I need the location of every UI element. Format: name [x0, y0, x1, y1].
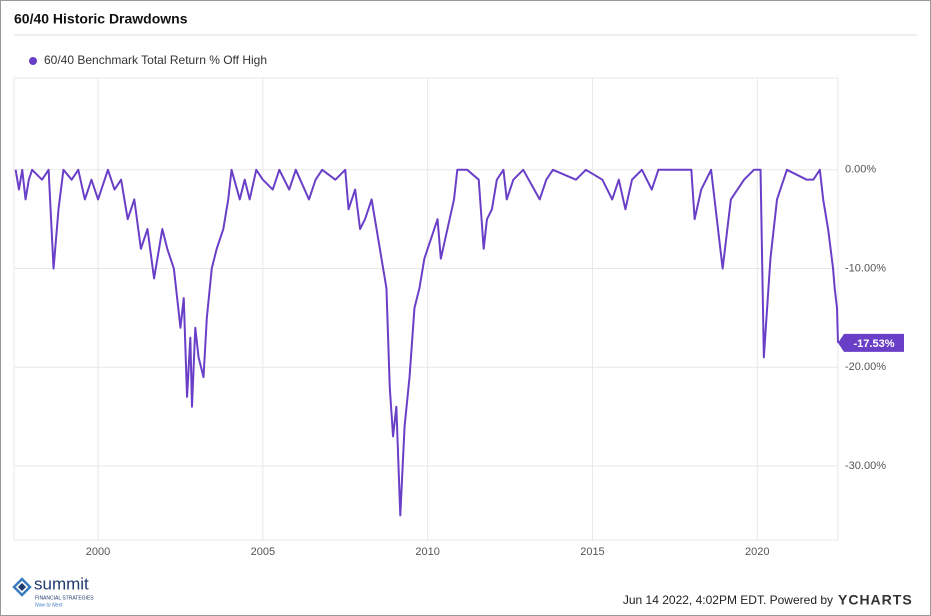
x-tick-label: 2015 — [580, 546, 604, 558]
summit-logo: summit FINANCIAL STRATEGIES Now to Next — [12, 574, 94, 608]
value-label: -17.53% — [854, 338, 895, 350]
x-tick-label: 2010 — [415, 546, 439, 558]
footer-brand: YCHARTS — [838, 592, 913, 608]
legend-marker — [29, 57, 37, 65]
logo-tagline: FINANCIAL STRATEGIES — [35, 595, 94, 601]
logo-icon-inner — [18, 583, 26, 591]
chart-title: 60/40 Historic Drawdowns — [14, 11, 188, 27]
legend-label: 60/40 Benchmark Total Return % Off High — [44, 53, 267, 67]
y-tick-label: -30.00% — [845, 460, 886, 472]
value-badge — [838, 333, 904, 352]
y-tick-label: -10.00% — [845, 262, 886, 274]
y-tick-label: -20.00% — [845, 361, 886, 373]
x-tick-label: 2000 — [86, 546, 110, 558]
logo-motto: Now to Next — [35, 602, 63, 608]
logo-icon — [12, 577, 32, 597]
footer-timestamp: Jun 14 2022, 4:02PM EDT. Powered by — [623, 593, 833, 607]
x-tick-label: 2020 — [745, 546, 769, 558]
logo-name: summit — [34, 574, 89, 593]
series-line — [14, 168, 839, 517]
x-tick-label: 2005 — [251, 546, 275, 558]
y-tick-label: 0.00% — [845, 164, 876, 176]
